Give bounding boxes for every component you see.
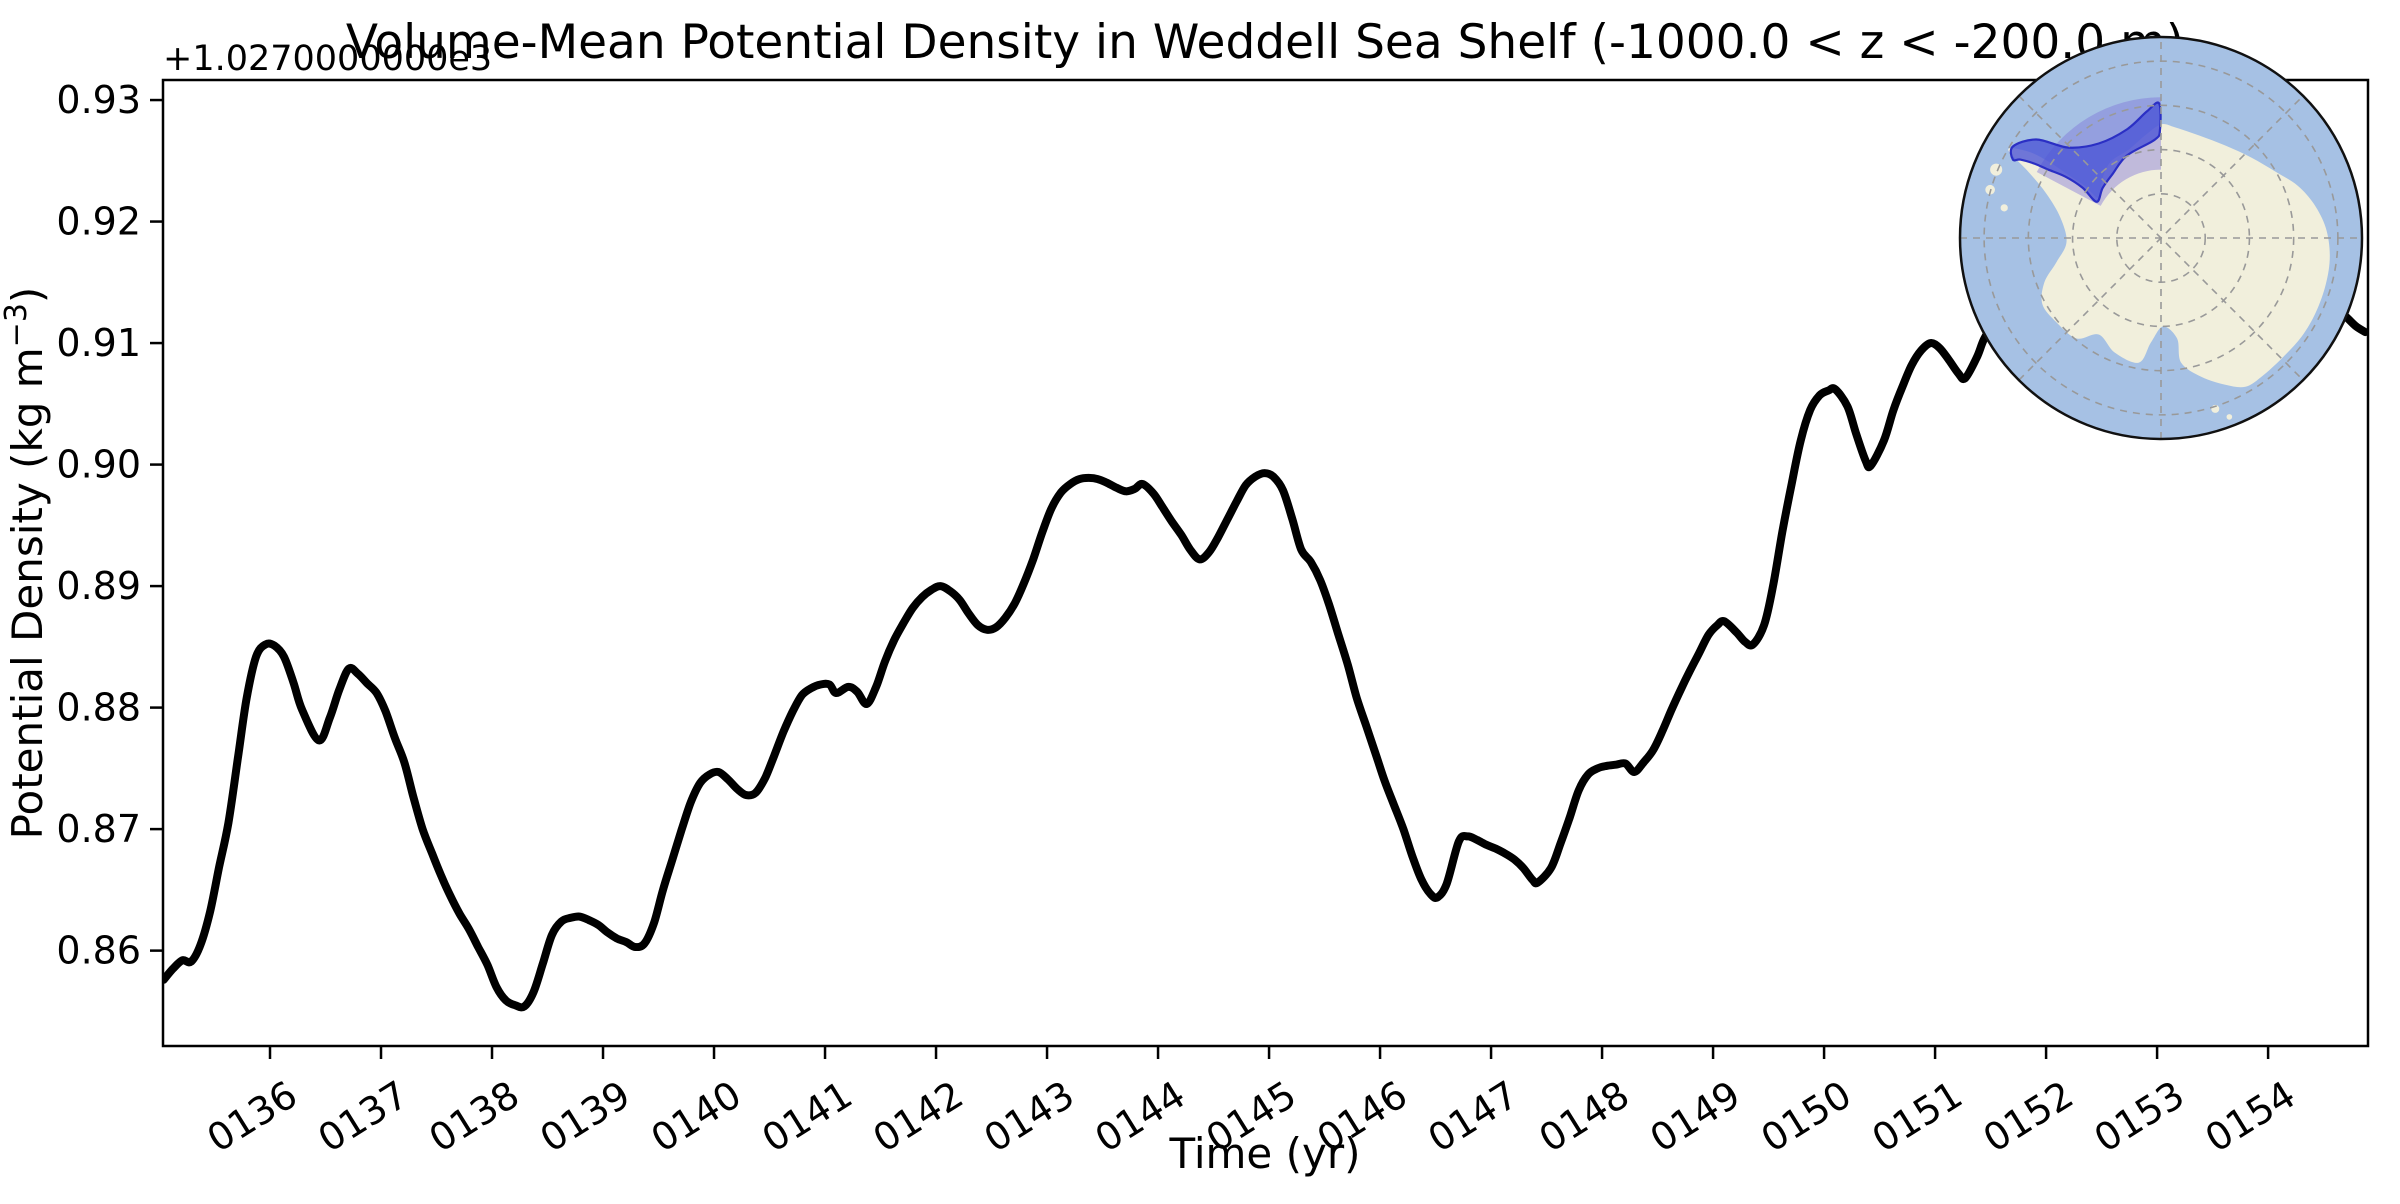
chart-title: Volume-Mean Potential Density in Weddell…	[346, 15, 2184, 70]
x-tick-label: 0149	[1643, 1072, 1748, 1161]
x-axis-label: Time (yr)	[1168, 1129, 1360, 1178]
x-tick-label: 0138	[421, 1072, 526, 1161]
y-tick-label: 0.88	[56, 686, 141, 730]
x-tick-label: 0154	[2198, 1072, 2303, 1161]
map-weddell-shelf-region	[2009, 101, 2162, 203]
axes-spines	[161, 78, 2370, 1048]
y-tick-label: 0.86	[56, 929, 141, 973]
map-meridian-line	[2018, 95, 2304, 381]
y-tick-label: 0.87	[56, 807, 141, 851]
x-tick-label: 0152	[1976, 1072, 2081, 1161]
x-tick-label: 0139	[532, 1072, 637, 1161]
y-axis-label-main: Potential Density (kg m	[3, 347, 52, 839]
x-tick-label: 0136	[199, 1072, 304, 1161]
antarctica-inset-map	[1958, 35, 2364, 441]
x-tick-label: 0142	[865, 1072, 970, 1161]
x-tick-label: 0148	[1531, 1072, 1636, 1161]
x-tick-label: 0141	[754, 1072, 859, 1161]
x-tick-label: 0151	[1865, 1072, 1970, 1161]
map-island	[2226, 414, 2233, 420]
x-tick-label: 0140	[643, 1072, 748, 1161]
x-tick-label: 0137	[310, 1072, 415, 1161]
y-tick-label: 0.92	[56, 200, 141, 244]
x-tick-label: 0150	[1754, 1072, 1859, 1161]
y-axis-label-close: )	[3, 287, 52, 303]
y-tick-label: 0.93	[56, 78, 141, 122]
x-tick-label: 0147	[1420, 1072, 1525, 1161]
x-tick-label: 0143	[976, 1072, 1081, 1161]
map-outline	[1958, 35, 2364, 441]
x-tick-label: 0153	[2087, 1072, 2192, 1161]
y-tick-label: 0.90	[56, 443, 141, 487]
y-axis-label-superscript: −3	[0, 303, 34, 347]
y-axis-ticks: 0.93 0.92 0.91 0.90 0.89 0.88 0.87 0.86	[56, 78, 163, 973]
y-axis-offset-text: +1.0270000000e3	[163, 39, 492, 79]
y-tick-label: 0.91	[56, 321, 141, 365]
y-tick-label: 0.89	[56, 564, 141, 608]
map-island	[2000, 204, 2008, 212]
y-axis-label: Potential Density (kg m−3)	[0, 287, 52, 840]
map-graticule	[1960, 37, 2362, 439]
